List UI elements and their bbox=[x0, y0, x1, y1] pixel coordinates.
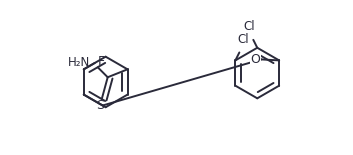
Text: Cl: Cl bbox=[238, 33, 249, 46]
Text: S: S bbox=[96, 100, 104, 113]
Text: Cl: Cl bbox=[244, 20, 255, 33]
Text: F: F bbox=[98, 55, 105, 68]
Text: O: O bbox=[250, 53, 260, 66]
Text: H₂N: H₂N bbox=[68, 56, 90, 69]
